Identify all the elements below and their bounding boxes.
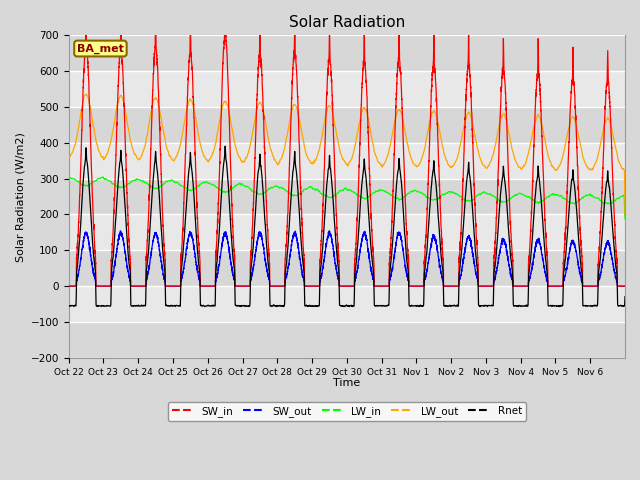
SW_in xyxy=(397,86,405,92)
SW_in xyxy=(180,195,188,201)
Bar xyxy=(68,179,625,215)
SW_in xyxy=(541,220,549,226)
Line: Rnet: Rnet xyxy=(68,146,625,307)
LW_in xyxy=(180,184,188,190)
LW_out xyxy=(527,139,534,144)
LW_out xyxy=(500,111,508,117)
X-axis label: Time: Time xyxy=(333,378,360,388)
SW_out xyxy=(326,228,333,234)
SW_out xyxy=(527,271,534,277)
SW_out xyxy=(500,238,508,244)
Rnet xyxy=(500,165,508,170)
Rnet xyxy=(180,238,188,243)
Bar xyxy=(68,107,625,143)
Rnet xyxy=(527,253,534,259)
Line: LW_out: LW_out xyxy=(68,94,625,215)
Line: SW_in: SW_in xyxy=(68,0,625,286)
LW_out xyxy=(368,133,376,139)
LW_out xyxy=(180,121,188,127)
SW_out xyxy=(368,269,376,275)
LW_out xyxy=(541,139,549,144)
Text: BA_met: BA_met xyxy=(77,43,124,54)
LW_out xyxy=(82,91,90,97)
Line: LW_in: LW_in xyxy=(68,177,625,219)
Rnet xyxy=(621,294,629,300)
SW_out xyxy=(397,236,405,241)
Title: Solar Radiation: Solar Radiation xyxy=(289,15,405,30)
Rnet xyxy=(541,252,549,257)
LW_out xyxy=(397,110,405,116)
Bar xyxy=(68,36,625,71)
SW_in xyxy=(65,283,72,289)
Rnet xyxy=(556,304,564,310)
SW_in xyxy=(368,225,376,231)
SW_in xyxy=(527,223,534,229)
SW_in xyxy=(500,42,508,48)
SW_out xyxy=(65,283,72,289)
SW_in xyxy=(621,283,629,289)
Rnet xyxy=(397,180,405,185)
Bar xyxy=(68,322,625,358)
Rnet xyxy=(221,144,229,149)
LW_in xyxy=(527,195,534,201)
LW_in xyxy=(500,199,508,204)
LW_in xyxy=(367,192,375,198)
Line: SW_out: SW_out xyxy=(68,231,625,286)
LW_in xyxy=(621,216,629,222)
Y-axis label: Solar Radiation (W/m2): Solar Radiation (W/m2) xyxy=(15,132,25,262)
Bar xyxy=(68,250,625,286)
LW_in xyxy=(541,196,549,202)
Legend: SW_in, SW_out, LW_in, LW_out, Rnet: SW_in, SW_out, LW_in, LW_out, Rnet xyxy=(168,402,526,421)
LW_out xyxy=(621,212,629,217)
Rnet xyxy=(65,303,72,309)
LW_in xyxy=(397,196,405,202)
SW_out xyxy=(180,264,188,270)
LW_out xyxy=(65,154,72,160)
SW_out xyxy=(621,283,629,289)
LW_in xyxy=(65,174,72,180)
Rnet xyxy=(368,251,376,257)
SW_out xyxy=(541,270,549,276)
